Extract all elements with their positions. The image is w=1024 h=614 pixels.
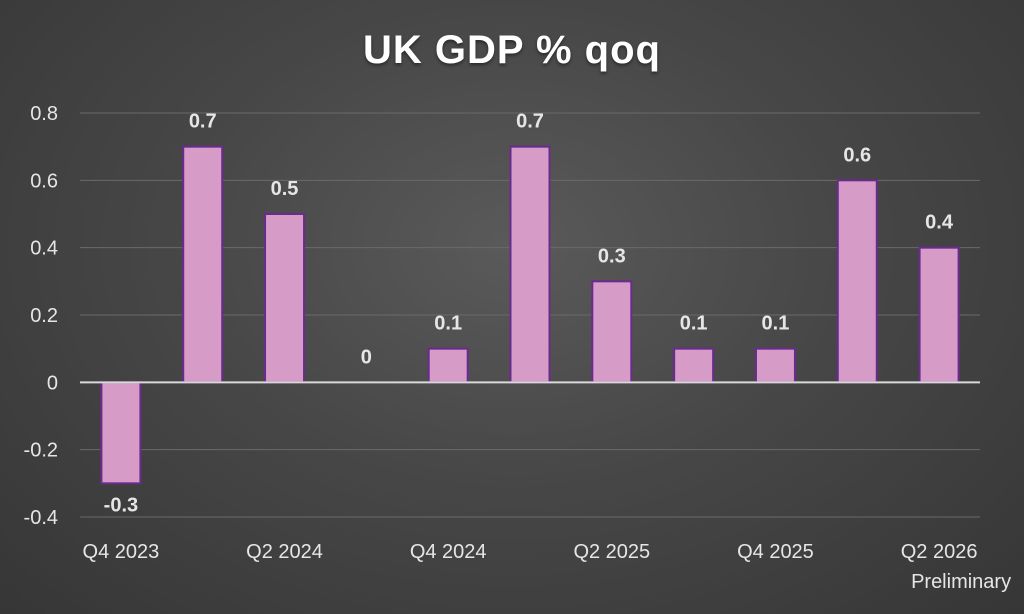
- bar: [264, 213, 306, 384]
- preliminary-annotation: Preliminary: [911, 571, 1011, 593]
- bars: [100, 145, 960, 485]
- bar: [100, 381, 142, 485]
- data-label: 0.6: [843, 144, 871, 166]
- bar: [836, 179, 878, 384]
- data-label: -0.3: [104, 494, 138, 516]
- bar: [754, 347, 796, 384]
- data-label: 0.3: [598, 245, 626, 267]
- bar: [591, 280, 633, 384]
- data-label: 0.5: [271, 178, 299, 200]
- y-tick-label: 0.4: [30, 238, 58, 260]
- x-tick-label: Q4 2024: [410, 541, 487, 563]
- data-label: 0.1: [434, 313, 462, 335]
- x-tick-label: Q2 2025: [573, 541, 650, 563]
- bar: [918, 246, 960, 384]
- y-axis: 0.8 0.6 0.4 0.2 0 -0.2 -0.4: [24, 103, 58, 529]
- data-label: 0.4: [925, 212, 954, 234]
- data-label: 0.1: [680, 313, 708, 335]
- x-tick-label: Q4 2023: [83, 541, 160, 563]
- data-label: 0.1: [762, 313, 790, 335]
- data-label: 0.7: [516, 111, 544, 133]
- data-label: 0.7: [189, 111, 217, 133]
- x-tick-label: Q2 2024: [246, 541, 323, 563]
- y-tick-label: 0.2: [30, 305, 58, 327]
- y-tick-label: -0.4: [24, 507, 58, 529]
- bar: [182, 145, 224, 384]
- bar: [673, 347, 715, 384]
- x-tick-label: Q4 2025: [737, 541, 814, 563]
- y-tick-label: 0.8: [30, 103, 58, 125]
- bar: [427, 347, 469, 384]
- y-tick-label: 0.6: [30, 170, 58, 192]
- bar: [509, 145, 551, 384]
- y-tick-label: 0: [47, 372, 58, 394]
- data-label: 0: [361, 346, 372, 368]
- y-tick-label: -0.2: [24, 440, 58, 462]
- data-labels: -0.3 0.7 0.5 0 0.1 0.7 0.3 0.1 0.1 0.6 0.4: [104, 111, 954, 517]
- chart-title: UK GDP % qoq: [363, 28, 661, 72]
- x-tick-label: Q2 2026: [901, 541, 978, 563]
- x-axis: Q4 2023 Q2 2024 Q4 2024 Q2 2025 Q4 2025 Q2 20…: [83, 541, 1012, 593]
